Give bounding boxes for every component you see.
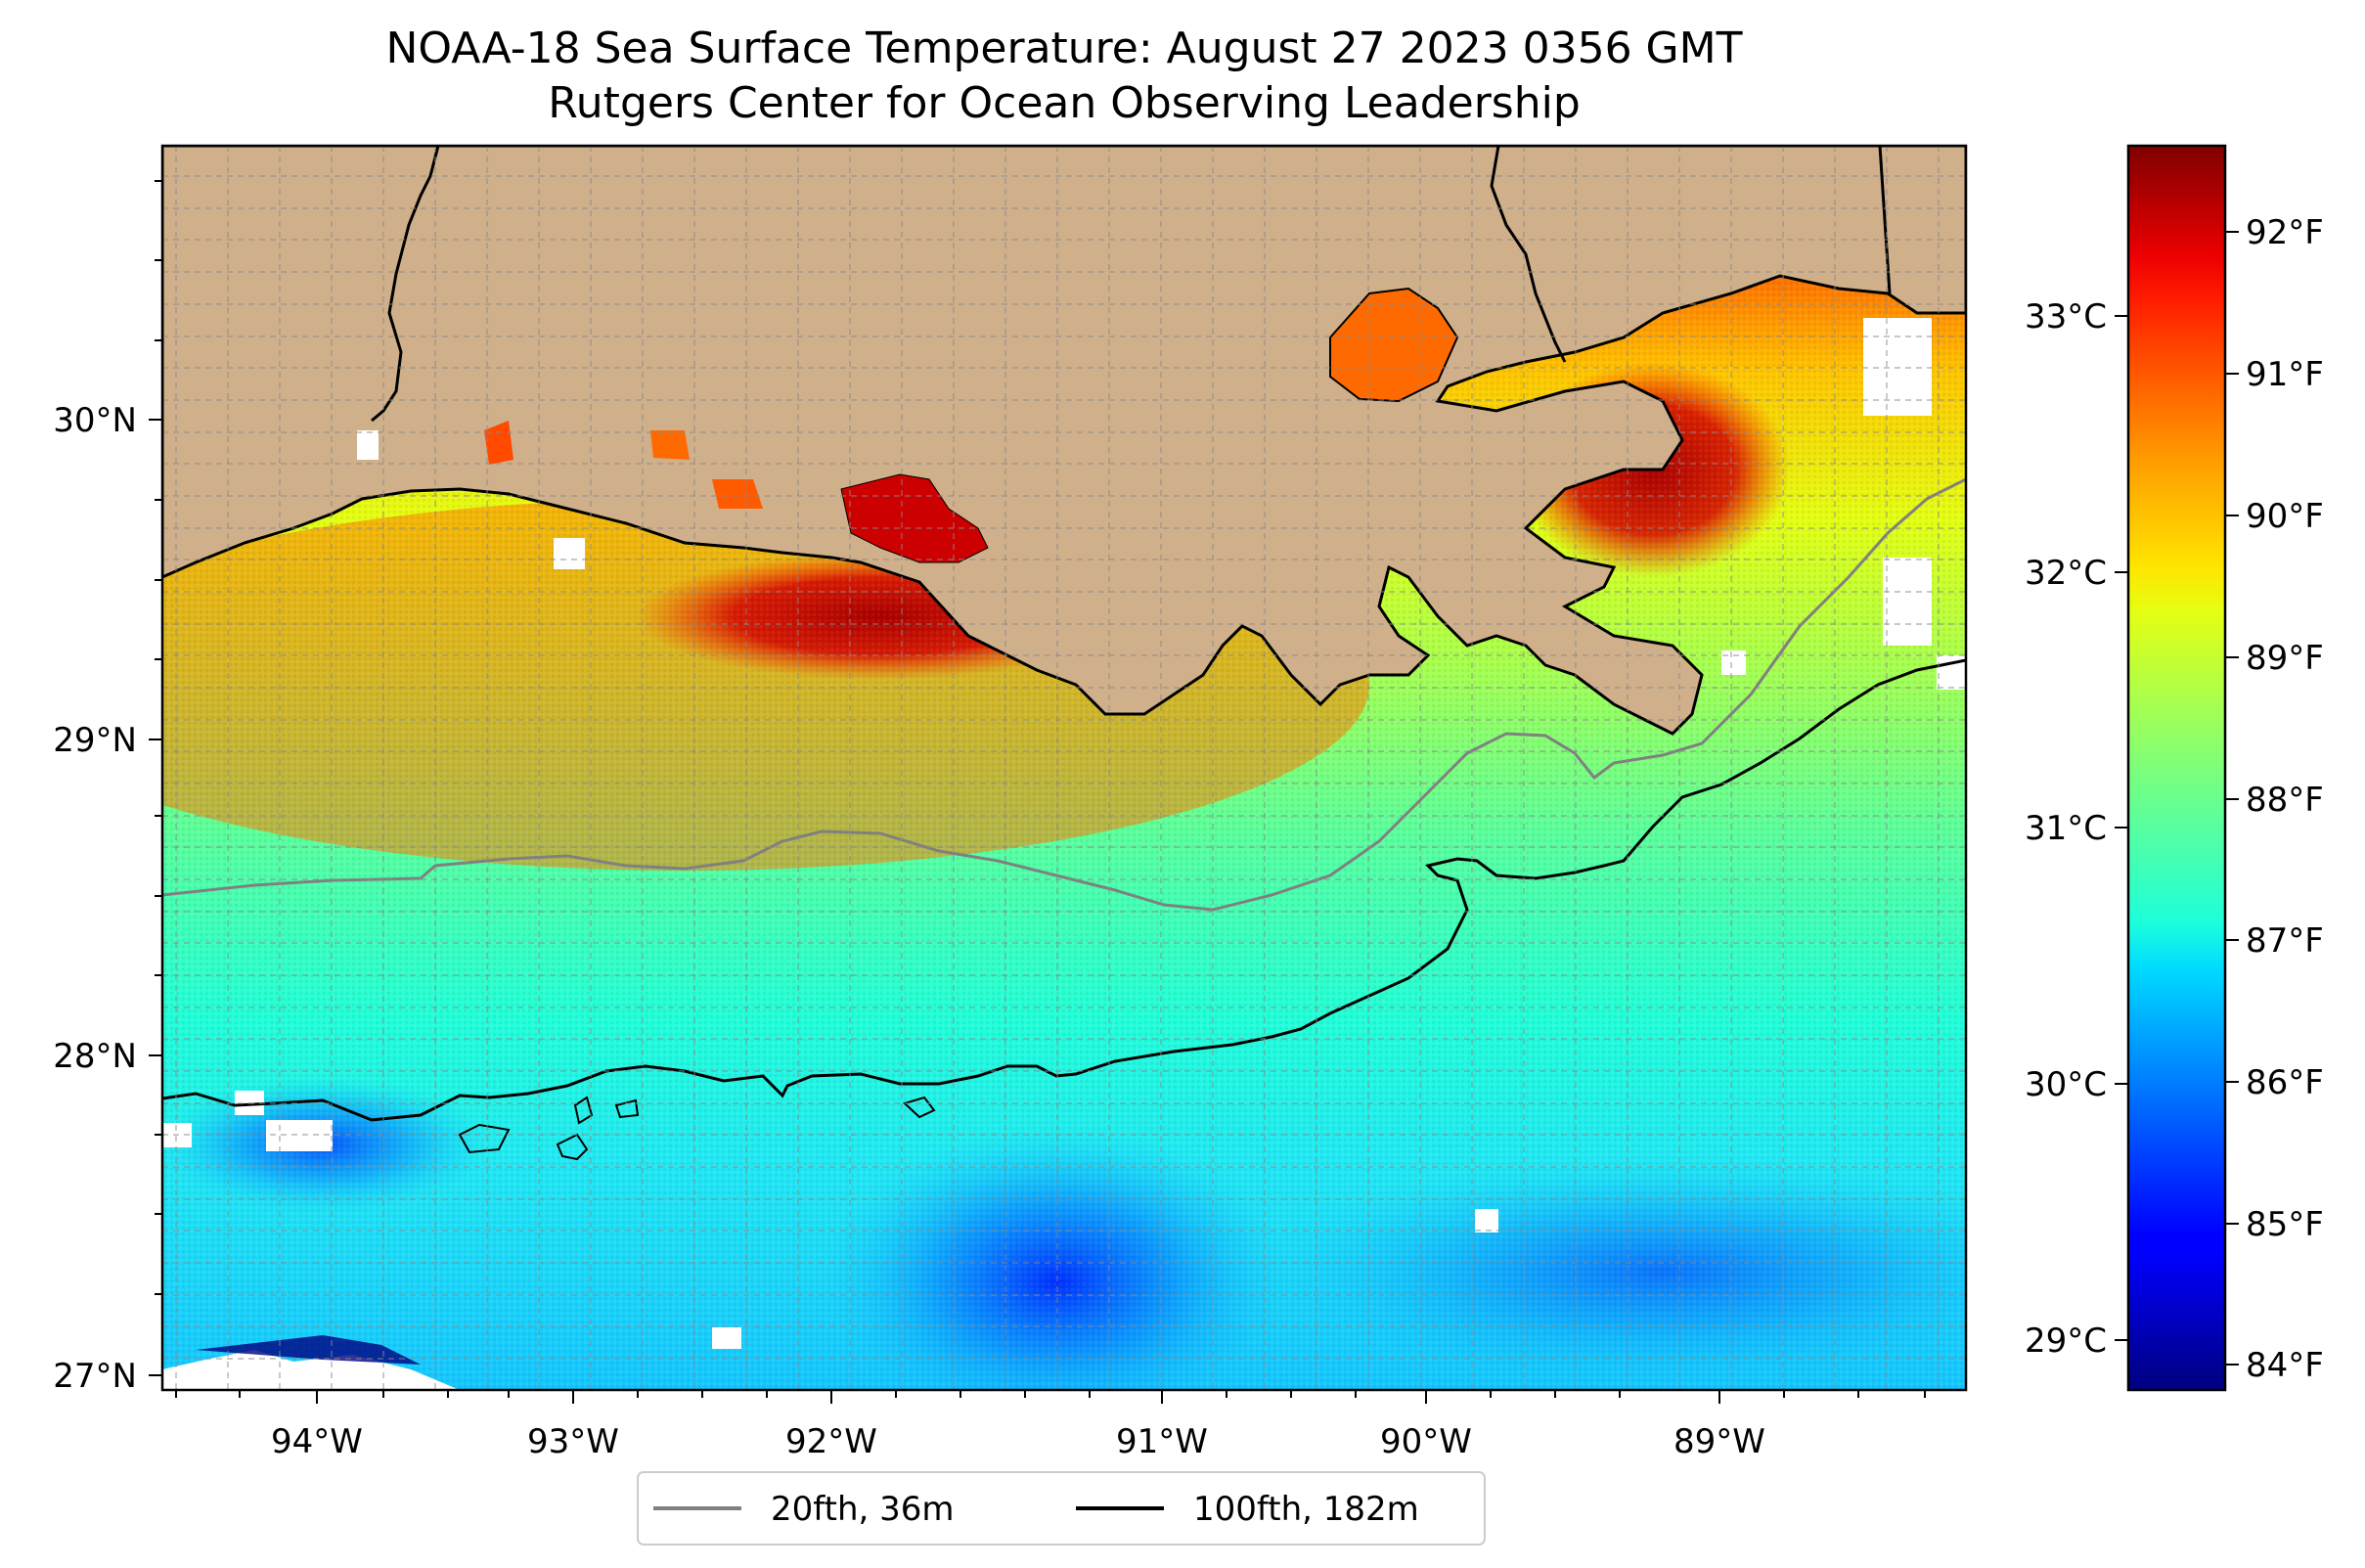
lat-tick-label: 28°N [53,1037,137,1076]
lon-tick-label: 90°W [1380,1422,1472,1461]
no-data-patch [1883,558,1932,646]
lake [650,430,690,460]
colorbar-f-ticks [2225,231,2239,1366]
colorbar-c-label: 31°C [2025,809,2107,848]
colorbar-f-label: 85°F [2246,1205,2324,1244]
lon-tick-labels: 94°W 93°W 92°W 91°W 90°W 89°W [271,1422,1765,1461]
no-data-patch [712,1327,741,1349]
land-area [162,146,1966,736]
lake [712,479,763,509]
isobath-100fth [162,658,1966,1122]
colorbar-c-label: 30°C [2025,1065,2107,1104]
lon-axis [175,1390,1926,1404]
colorbar-c-label: 32°C [2025,554,2107,593]
colorbar-f-labels: 84°F 85°F 86°F 87°F 88°F 89°F 90°F 91°F … [2246,213,2324,1385]
legend-label-20fth: 20fth, 36m [771,1490,955,1529]
bank-contour [614,1098,640,1119]
map-frame [160,144,1968,1392]
state-border [1878,146,1892,294]
lon-tick-label: 89°W [1673,1422,1765,1461]
bank-contour [573,1096,594,1125]
no-data-patch [1721,650,1746,675]
colorbar-c-label: 29°C [2025,1322,2107,1361]
no-data-patch [1863,318,1932,416]
lon-tick-label: 92°W [785,1422,877,1461]
no-data-patch [162,1350,460,1390]
lat-tick-label: 27°N [53,1357,137,1396]
colorbar-f-label: 92°F [2246,213,2324,252]
colorbar-f-label: 88°F [2246,781,2324,820]
no-data-patch [196,1335,421,1365]
lake [484,421,513,465]
colorbar-f-label: 87°F [2246,921,2324,961]
map-panel [162,146,1966,1390]
colorbar-f-label: 84°F [2246,1346,2324,1385]
legend: 20fth, 36m 100fth, 182m [637,1471,1486,1546]
colorbar-c-labels: 29°C 30°C 31°C 32°C 33°C [2025,297,2107,1361]
bank-contour [903,1096,936,1119]
lon-tick-label: 93°W [527,1422,619,1461]
no-data-patch [266,1120,333,1151]
colorbar-c-label: 33°C [2025,297,2107,336]
subtitle: Rutgers Center for Ocean Observing Leade… [548,78,1581,128]
no-data-patch [554,538,585,569]
legend-frame [637,1471,1486,1546]
bank-contour [458,1123,511,1154]
lat-axis [149,180,162,1376]
lon-tick-label: 94°W [271,1422,363,1461]
lat-tick-label: 30°N [53,401,137,440]
colorbar-c-ticks [2115,315,2128,1341]
gridlines [162,146,1966,1390]
state-border [371,146,440,423]
no-data-patch [357,430,379,460]
lon-tick-label: 91°W [1116,1422,1208,1461]
lat-tick-labels: 27°N 28°N 29°N 30°N [53,401,137,1396]
lake [1329,287,1459,403]
colorbar-f-label: 90°F [2246,497,2324,536]
lat-tick-label: 29°N [53,721,137,760]
colorbar-f-label: 91°F [2246,355,2324,394]
colorbar-f-label: 86°F [2246,1063,2324,1102]
title: NOAA-18 Sea Surface Temperature: August … [386,23,1743,73]
state-border [1490,146,1567,363]
no-data-patch [1475,1209,1498,1232]
colorbar [2126,144,2227,1392]
colorbar-f-label: 89°F [2246,639,2324,678]
bank-contour [556,1133,589,1161]
legend-label-100fth: 100fth, 182m [1193,1490,1419,1529]
